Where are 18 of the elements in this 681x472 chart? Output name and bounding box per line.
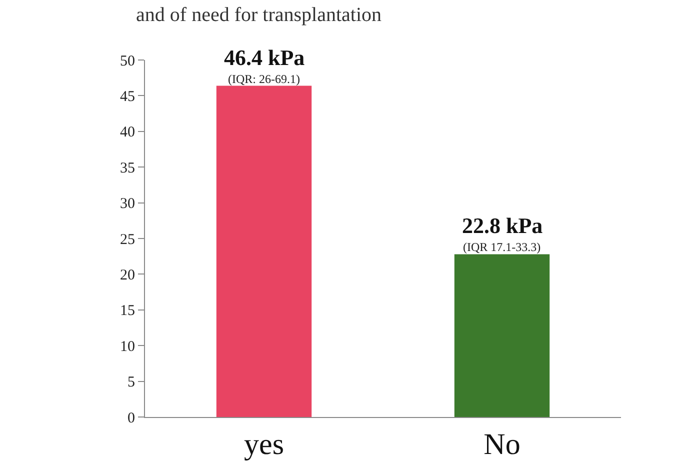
y-tick-label: 5 <box>128 374 135 391</box>
y-tick-label: 0 <box>128 410 135 426</box>
y-tick-label: 25 <box>120 232 135 248</box>
annotation: (IQR 17.1-33.3) <box>463 240 541 254</box>
x-tick-label: yes <box>244 428 284 461</box>
y-tick-label: 10 <box>120 338 135 355</box>
chart-title: and of need for transplantation <box>136 4 382 26</box>
annotation: (IQR: 26-69.1) <box>228 72 300 86</box>
y-tick-label: 20 <box>120 267 135 284</box>
x-tick-label: No <box>484 428 520 461</box>
y-tick-label: 30 <box>120 196 135 212</box>
data-label: 22.8 kPa <box>462 213 543 238</box>
y-tick-label: 15 <box>120 303 135 320</box>
y-tick-label: 45 <box>120 88 135 105</box>
y-tick-label: 50 <box>120 53 135 70</box>
y-tick-label: 40 <box>120 124 135 141</box>
data-label: 46.4 kPa <box>224 45 305 70</box>
y-tick-label: 35 <box>120 160 135 176</box>
